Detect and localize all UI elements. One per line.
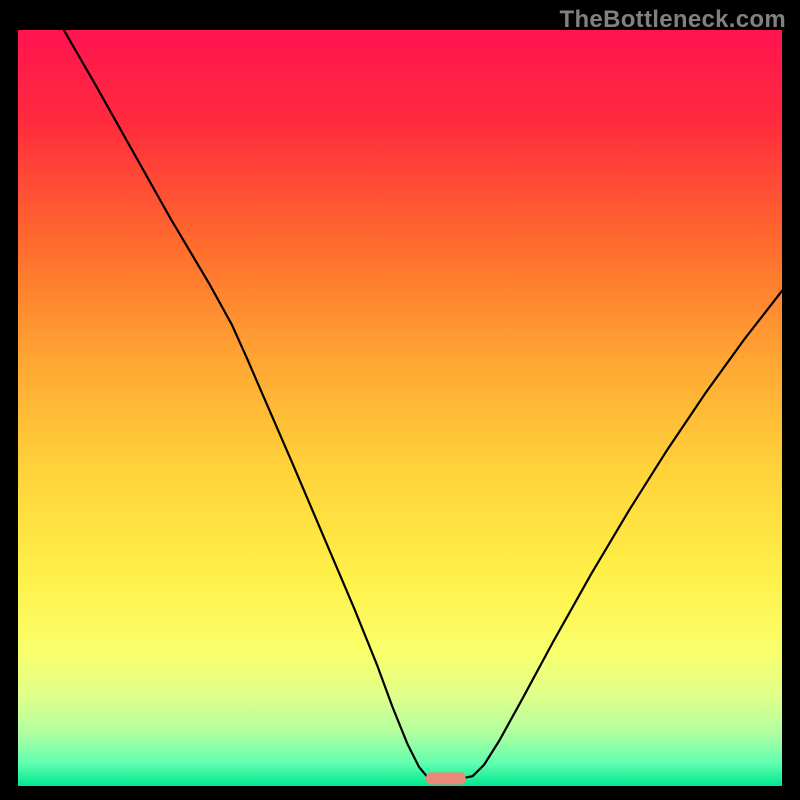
optimum-marker — [426, 772, 466, 784]
watermark-text: TheBottleneck.com — [560, 6, 786, 34]
chart-svg — [18, 30, 782, 786]
plot-background — [18, 30, 782, 786]
chart-container: TheBottleneck.com — [0, 0, 800, 800]
